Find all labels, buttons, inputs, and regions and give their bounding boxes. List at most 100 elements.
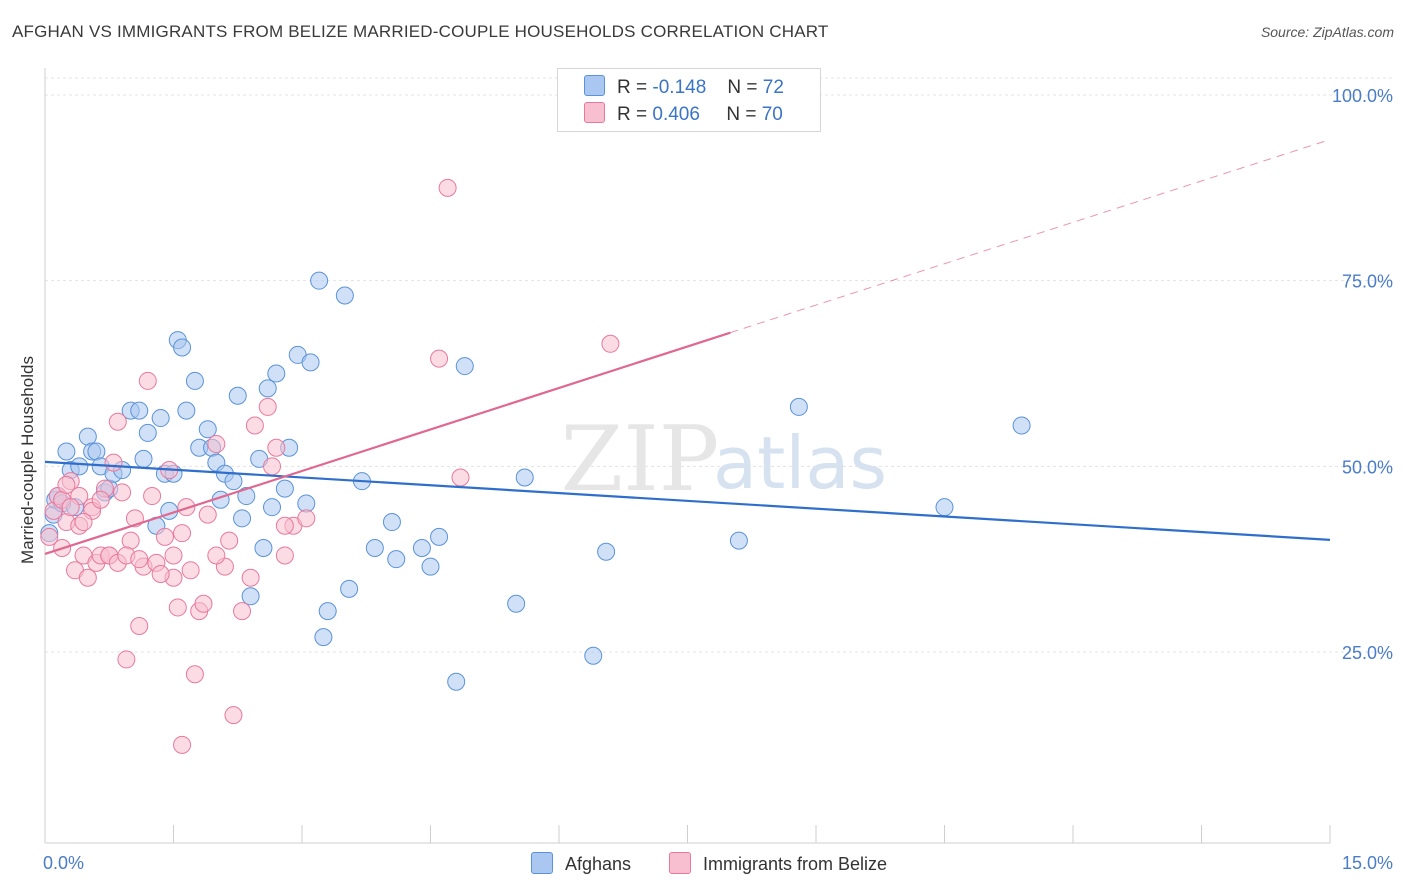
data-point bbox=[455, 357, 474, 376]
legend-r-value: -0.148 bbox=[652, 77, 707, 98]
trend-lines bbox=[44, 139, 1331, 556]
axes bbox=[44, 68, 1331, 844]
data-point bbox=[387, 550, 406, 569]
data-point bbox=[78, 427, 97, 446]
bottom-legend-label: Immigrants from Belize bbox=[703, 854, 888, 874]
legend-row-afghans: R = -0.148 N = 72 bbox=[584, 75, 784, 99]
trend-line-afghans bbox=[44, 460, 1331, 541]
y-tick-label: 50.0% bbox=[1342, 457, 1393, 477]
data-point bbox=[233, 509, 252, 528]
data-point bbox=[138, 423, 157, 442]
data-point bbox=[789, 397, 808, 416]
bottom-legend-swatch-belize bbox=[669, 852, 691, 874]
data-point bbox=[275, 516, 294, 535]
data-point bbox=[275, 479, 294, 498]
data-point bbox=[275, 546, 294, 565]
data-point bbox=[207, 546, 226, 565]
legend-swatch-afghans bbox=[584, 75, 605, 96]
data-point bbox=[241, 568, 260, 587]
data-point bbox=[421, 557, 440, 576]
x-tick-label: 0.0% bbox=[43, 853, 84, 873]
data-point bbox=[87, 442, 106, 461]
data-point bbox=[297, 509, 316, 528]
data-point bbox=[267, 438, 286, 457]
x-tick-label: 15.0% bbox=[1342, 853, 1393, 873]
bottom-legend-belize: Immigrants from Belize bbox=[669, 852, 887, 875]
data-point bbox=[220, 531, 239, 550]
data-point bbox=[729, 531, 748, 550]
data-point bbox=[168, 598, 187, 617]
data-point bbox=[258, 397, 277, 416]
y-tick-label: 100.0% bbox=[1332, 86, 1393, 106]
legend-row-belize: R = 0.406 N = 70 bbox=[584, 102, 783, 126]
data-point bbox=[237, 487, 256, 506]
data-point bbox=[310, 271, 329, 290]
data-point bbox=[130, 401, 149, 420]
watermark: ZIP atlas bbox=[561, 407, 887, 512]
legend-n-label: N = bbox=[726, 104, 757, 125]
data-point bbox=[121, 531, 140, 550]
data-point bbox=[430, 349, 449, 368]
data-point bbox=[173, 735, 192, 754]
data-point bbox=[365, 539, 384, 558]
data-point bbox=[173, 524, 192, 543]
data-point bbox=[451, 468, 470, 487]
bottom-legend-swatch-afghans bbox=[531, 852, 553, 874]
legend-n-value: 72 bbox=[762, 77, 784, 98]
source-label: Source: ZipAtlas.com bbox=[1260, 24, 1394, 40]
data-point bbox=[228, 386, 247, 405]
data-point bbox=[173, 338, 192, 357]
data-point bbox=[254, 539, 273, 558]
legend-swatch-belize bbox=[584, 102, 605, 123]
watermark-atlas: atlas bbox=[713, 421, 887, 505]
data-point bbox=[134, 449, 153, 468]
data-point bbox=[267, 364, 286, 383]
y-axis-label: Married-couple Households bbox=[18, 356, 37, 564]
data-point bbox=[104, 453, 123, 472]
data-point bbox=[224, 472, 243, 491]
data-point bbox=[40, 527, 59, 546]
legend-r-value: 0.406 bbox=[652, 104, 700, 125]
data-point bbox=[340, 579, 359, 598]
data-point bbox=[935, 498, 954, 517]
data-point bbox=[130, 617, 149, 636]
data-point bbox=[185, 371, 204, 390]
data-point bbox=[151, 565, 170, 584]
data-point bbox=[198, 420, 217, 439]
data-point bbox=[194, 594, 213, 613]
data-point bbox=[198, 505, 217, 524]
watermark-zip: ZIP bbox=[561, 407, 720, 512]
data-point bbox=[584, 646, 603, 665]
data-point bbox=[113, 483, 132, 502]
data-point bbox=[70, 457, 89, 476]
data-point bbox=[515, 468, 534, 487]
trend-line-belize-extension bbox=[730, 139, 1331, 334]
data-point bbox=[185, 665, 204, 684]
data-point bbox=[164, 546, 183, 565]
bottom-legend-afghans: Afghans bbox=[531, 852, 631, 875]
data-point bbox=[155, 527, 174, 546]
data-point bbox=[151, 409, 170, 428]
data-point bbox=[314, 628, 333, 647]
legend-n-value: 70 bbox=[761, 104, 783, 125]
data-point bbox=[412, 539, 431, 558]
grid-lines bbox=[45, 77, 1392, 653]
data-point bbox=[241, 587, 260, 606]
data-point bbox=[430, 527, 449, 546]
y-tick-label: 75.0% bbox=[1342, 272, 1393, 292]
data-point bbox=[74, 513, 93, 532]
data-point bbox=[597, 542, 616, 561]
data-point bbox=[438, 178, 457, 197]
tick-labels: 25.0% 50.0% 75.0% 100.0% 0.0% 15.0% bbox=[43, 86, 1393, 873]
data-point bbox=[130, 550, 149, 569]
data-point bbox=[447, 672, 466, 691]
trend-line-belize bbox=[44, 331, 731, 556]
correlation-legend: R = -0.148 N = 72 R = 0.406 N = 70 bbox=[557, 68, 821, 132]
data-point bbox=[258, 379, 277, 398]
data-point bbox=[263, 498, 282, 517]
data-point bbox=[224, 706, 243, 725]
data-point bbox=[117, 650, 136, 669]
data-point bbox=[382, 513, 401, 532]
data-point bbox=[318, 602, 337, 621]
